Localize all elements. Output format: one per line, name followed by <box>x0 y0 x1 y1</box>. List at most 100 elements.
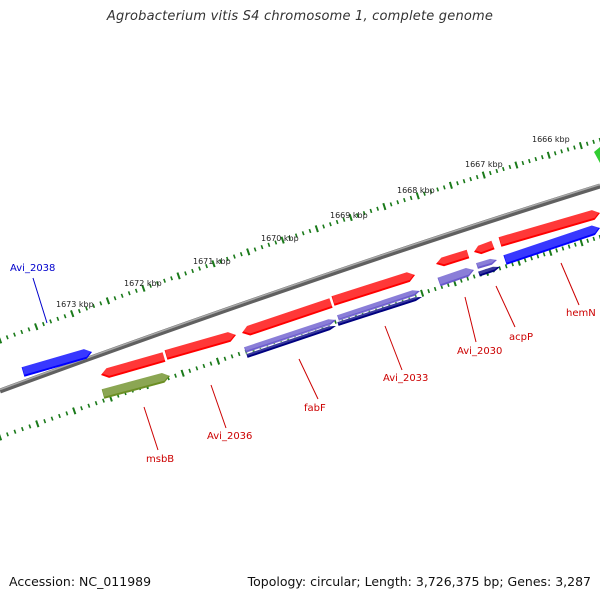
outer-tick <box>42 321 45 327</box>
inner-tick <box>35 420 40 428</box>
inner-tick <box>102 398 105 403</box>
inner-tick <box>21 426 24 432</box>
outer-tick <box>403 197 406 203</box>
outer-tick <box>13 332 16 337</box>
leader-hemn <box>560 262 580 306</box>
outer-tick <box>423 191 426 196</box>
outer-tick <box>308 228 312 234</box>
outer-tick <box>553 151 557 156</box>
outer-tick <box>253 247 257 252</box>
inner-tick <box>523 258 527 263</box>
gene-hemn-cds <box>498 210 600 247</box>
outer-tick <box>521 160 525 166</box>
outer-tick <box>163 278 166 283</box>
outer-tick <box>34 323 39 331</box>
outer-tick <box>585 141 589 146</box>
outer-tick <box>294 233 298 238</box>
gene-labels: Avi_2038 hemN acpP Avi_2030 Avi_2033 fab… <box>10 263 596 465</box>
outer-tick <box>120 293 124 298</box>
inner-tick <box>555 248 559 253</box>
backbone-highlight <box>0 183 600 391</box>
inner-tick <box>65 411 69 416</box>
outer-tick <box>436 187 440 192</box>
outer-tick <box>232 254 236 259</box>
outer-tick <box>456 181 459 186</box>
inner-tick <box>0 434 3 441</box>
outer-tick <box>502 166 505 172</box>
inner-tick <box>72 407 77 415</box>
gene-green-partial <box>594 147 600 163</box>
outer-tick <box>348 213 353 222</box>
inner-tick <box>215 357 221 365</box>
outer-tick <box>198 266 201 271</box>
outer-tick <box>369 208 373 214</box>
outer-tick <box>382 202 387 211</box>
gene-label-avi-2036: Avi_2036 <box>207 431 252 442</box>
gene-avi-2030-product-highlight <box>437 266 474 285</box>
outer-tick <box>514 161 519 169</box>
inner-tick <box>180 369 185 377</box>
scale-label-1669: 1669 kbp <box>330 211 368 220</box>
scale-labels: 1666 kbp 1667 kbp 1668 kbp 1669 kbp 1670… <box>56 135 570 309</box>
outer-tick <box>56 316 60 321</box>
gene-label-hemn: hemN <box>566 308 596 319</box>
gene-msbb-product-highlight <box>101 371 170 397</box>
outer-tick <box>49 319 53 324</box>
accession-text: Accession: NC_011989 <box>9 574 152 589</box>
outer-tick <box>205 263 208 269</box>
gene-hemn-cds-highlight <box>498 208 600 245</box>
inner-tick <box>420 289 425 297</box>
outer-tick <box>113 296 117 301</box>
outer-tick <box>156 281 159 286</box>
inner-tick <box>28 424 32 429</box>
outer-tick <box>540 155 544 160</box>
inner-tick <box>223 356 227 361</box>
gene-msbb-cds-highlight <box>101 350 166 376</box>
inner-tick <box>459 278 463 283</box>
inner-tick <box>498 266 502 271</box>
outer-tick <box>77 308 81 314</box>
outer-tick <box>528 158 531 164</box>
outer-tick <box>314 225 319 233</box>
outer-tick <box>99 301 103 306</box>
inner-tick <box>511 262 514 267</box>
inner-tick <box>579 239 584 247</box>
outer-tick <box>288 235 291 241</box>
gene-hemn-product-highlight <box>503 223 600 263</box>
outer-tick <box>0 337 3 344</box>
leader-avi-2036 <box>210 384 227 429</box>
gene-acpp-product-highlight <box>476 256 497 267</box>
inner-tick <box>567 244 571 249</box>
map-title: Agrobacterium vitis S4 chromosome 1, com… <box>106 9 494 24</box>
gene-avi-2033-cds-highlight <box>331 270 415 304</box>
gene-label-avi-2038: Avi_2038 <box>10 263 55 274</box>
gene-label-acpp: acpP <box>509 332 533 343</box>
gene-fabf-cds <box>242 298 333 336</box>
outer-tick <box>356 213 359 218</box>
gene-acpp-product <box>476 258 497 269</box>
outer-tick <box>508 164 512 170</box>
outer-tick <box>176 272 181 280</box>
inner-tick <box>188 368 192 373</box>
gene-avi-2033-product <box>337 290 420 321</box>
outer-tick <box>301 231 305 236</box>
outer-tick <box>573 145 576 150</box>
inner-tick <box>80 406 83 411</box>
outer-tick <box>481 171 486 179</box>
gene-acpp-cds-highlight <box>474 238 495 253</box>
inner-tick <box>561 246 565 251</box>
outer-tick <box>226 256 229 262</box>
gene-msbb-cds <box>101 352 166 378</box>
outer-tick <box>475 174 479 180</box>
inner-tick <box>209 361 213 366</box>
gene-avi-2033-product-dark <box>337 297 422 326</box>
scale-label-1672: 1672 kbp <box>124 279 162 288</box>
gene-fabf-product-dark-highlight <box>246 324 336 356</box>
inner-tick <box>536 254 540 259</box>
outer-tick <box>239 252 243 257</box>
leader-fabf <box>298 358 319 400</box>
outer-tick <box>534 156 538 162</box>
outer-tick <box>389 202 393 207</box>
inner-tick <box>427 288 431 294</box>
inner-tick <box>530 256 533 261</box>
